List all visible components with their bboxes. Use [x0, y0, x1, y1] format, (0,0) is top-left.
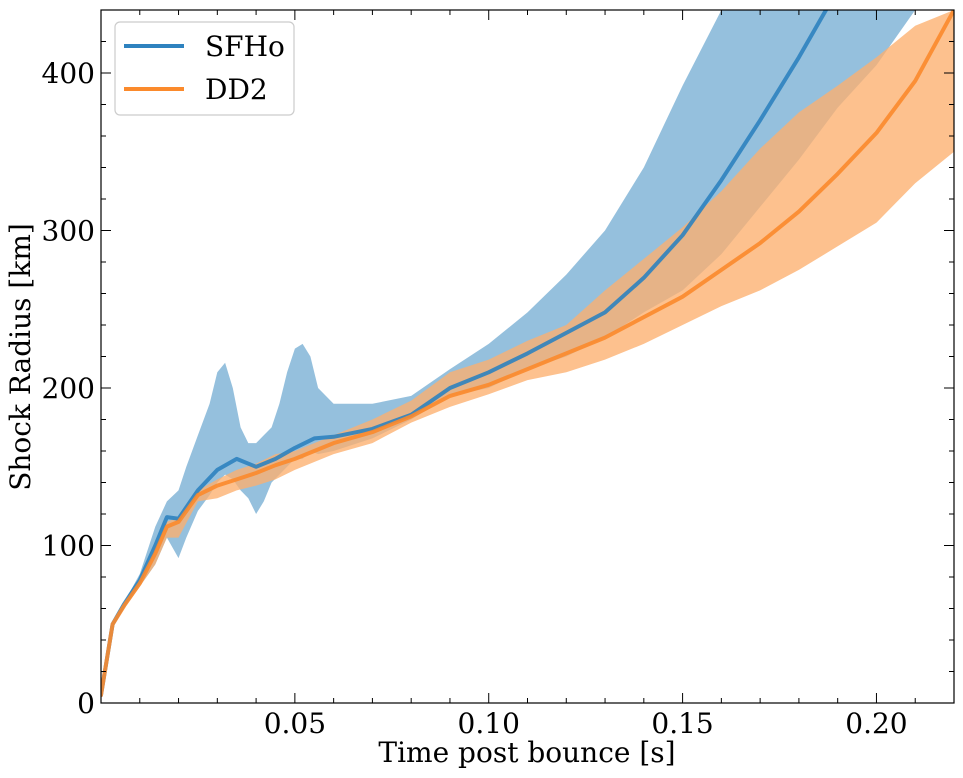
line-dd2: [101, 10, 954, 698]
x-tick-label: 0.05: [264, 707, 326, 740]
y-tick-label: 200: [42, 372, 95, 405]
x-tick-label: 0.15: [651, 707, 713, 740]
plot-area: [101, 10, 954, 698]
y-axis-label: Shock Radius [km]: [4, 223, 37, 491]
y-axis-ticks: 0 100 200 300 400: [42, 9, 954, 720]
x-axis-label: Time post bounce [s]: [378, 736, 675, 769]
legend-label-dd2: DD2: [205, 73, 268, 106]
x-tick-label: 0.10: [458, 707, 520, 740]
y-tick-label: 400: [42, 57, 95, 90]
legend-label-sfho: SFHo: [205, 30, 285, 63]
x-tick-label: 0.20: [845, 707, 907, 740]
series-lines: [101, 10, 954, 698]
line-sfho: [101, 10, 828, 698]
y-tick-label: 0: [77, 687, 95, 720]
x-axis-ticks: 0.05 0.10 0.15 0.20: [139, 10, 916, 740]
y-tick-label: 300: [42, 215, 95, 248]
legend: SFHo DD2: [114, 21, 295, 116]
y-tick-label: 100: [42, 530, 95, 563]
